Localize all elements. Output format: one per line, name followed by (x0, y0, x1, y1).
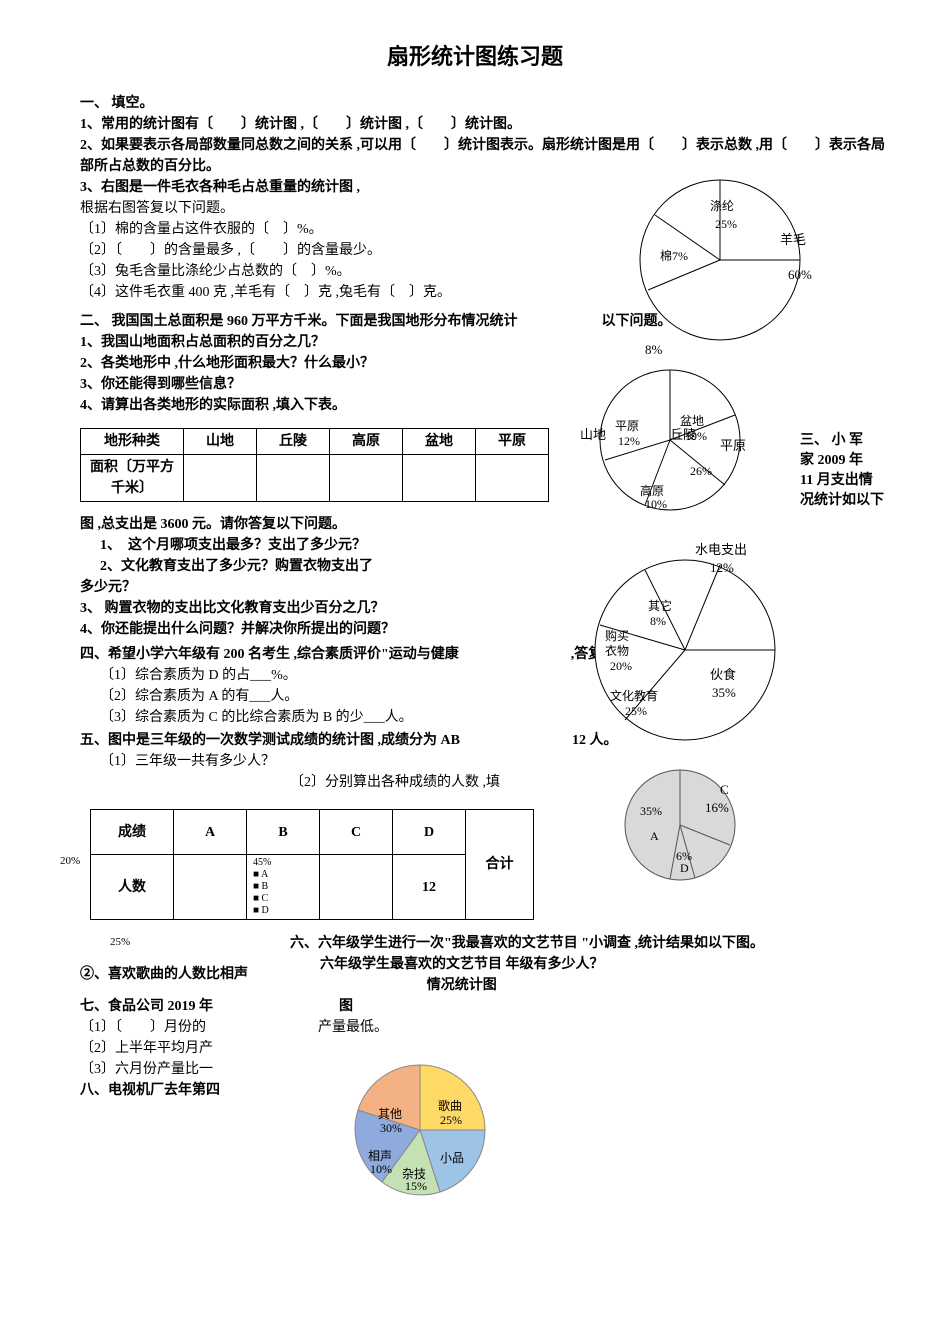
exp-qita-pct: 8% (650, 614, 666, 628)
land-gaoyuan: 高原 (640, 483, 664, 498)
score-h0: 成绩 (91, 810, 174, 855)
s7-q1: 〔1〕〔 〕月份的 产量最低。 (80, 1017, 890, 1038)
art-xiangsheng-pct: 10% (370, 1162, 392, 1176)
land-cell-2 (330, 455, 403, 502)
exp-shuidian-pct: 12% (710, 558, 734, 578)
side-20: 20% (60, 803, 90, 870)
q-C: C (720, 780, 729, 800)
legend-a: A (261, 869, 268, 880)
s6-line2: ②、喜欢歌曲的人数比相声 (80, 964, 320, 985)
art-gequ: 歌曲 (438, 1098, 462, 1113)
exp-yiwu-pct: 20% (610, 659, 632, 673)
art-xiaopin: 小品 (440, 1151, 464, 1165)
land-qiuling-out: 丘陵 (670, 425, 696, 445)
score-h5: 合计 (466, 810, 534, 920)
exp-qita: 其它 (648, 598, 672, 613)
section-6: 六、六年级学生进行一次"我最喜欢的文艺节目 "小调查 ,统计结果如以下图。 ②、… (60, 933, 890, 996)
land-th-5: 平原 (476, 429, 549, 455)
legend-45: 45% (253, 857, 313, 869)
exp-shuidian: 水电支出 (695, 540, 747, 560)
score-v1: 45% ■ A ■ B ■ C ■ D (247, 855, 320, 920)
land-th-0: 地形种类 (81, 429, 184, 455)
land-th-3: 高原 (330, 429, 403, 455)
s1-q1: 1、常用的统计图有〔 〕统计图 ,〔 〕统计图 ,〔 〕统计图。 (80, 114, 890, 135)
s7-heading: 七、食品公司 2019 年 图 (80, 996, 890, 1017)
legend-b: B (262, 881, 269, 892)
score-r2-label: 人数 (91, 855, 174, 920)
score-v3: 12 (393, 855, 466, 920)
land-pingyuan-out: 平原 (720, 436, 746, 456)
exp-huoshi: 伙食 (710, 665, 736, 685)
score-table: 成绩 A B C D 合计 人数 45% ■ A ■ B ■ C ■ D (90, 809, 534, 920)
land-cell-3 (403, 455, 476, 502)
label-dilun-pct: 25% (715, 217, 737, 231)
art-gequ-pct: 25% (440, 1113, 462, 1127)
score-h1: A (174, 810, 247, 855)
land-th-2: 丘陵 (257, 429, 330, 455)
land-shandi-out: 山地 (580, 425, 606, 445)
s3-right-1: 家 2009 年 (800, 450, 863, 471)
legend-c: C (262, 893, 269, 904)
s6-heading: 六、六年级学生进行一次"我最喜欢的文艺节目 "小调查 ,统计结果如以下图。 (290, 933, 890, 954)
label-yangmao-pct: 60% (788, 265, 812, 285)
s6-subtitle: 六年级学生最喜欢的文艺节目 年级有多少人？ (320, 954, 604, 975)
land-row2-label: 面积〔万平方千米〕 (81, 455, 184, 502)
art-qita: 其他 (378, 1107, 402, 1121)
label-dilun: 涤纶 (710, 199, 734, 213)
s3-right-3: 况统计如以下 (800, 490, 884, 511)
art-qita-pct: 30% (380, 1121, 402, 1135)
label-mian: 棉7% (660, 249, 688, 263)
exp-yiwu: 购买 (605, 628, 629, 643)
s5-q2: 〔2〕分别算出各种成绩的人数 ,填 (290, 772, 890, 793)
s3-right-0: 三、 小 军 (800, 430, 863, 451)
label-yangmao: 羊毛 (780, 230, 806, 250)
page-title: 扇形统计图练习题 (60, 40, 890, 73)
exp-yiwu2: 衣物 (605, 643, 629, 658)
art-xiangsheng: 相声 (368, 1149, 392, 1163)
s3-right-2: 11 月支出情 (800, 470, 873, 491)
land-table: 地形种类 山地 丘陵 高原 盆地 平原 面积〔万平方千米〕 (80, 428, 549, 502)
land-cell-1 (257, 455, 330, 502)
land-th-4: 盆地 (403, 429, 476, 455)
score-h2: B (247, 810, 320, 855)
legend-d: D (262, 905, 269, 916)
s6-subtitle2: 情况统计图 (320, 975, 604, 996)
art-zaji-pct: 15% (405, 1179, 427, 1193)
exp-wenhua-pct: 25% (625, 704, 647, 718)
land-gaoyuan-pct: 10% (645, 497, 667, 511)
land-cell-4 (476, 455, 549, 502)
land-th-1: 山地 (184, 429, 257, 455)
land-cell-0 (184, 455, 257, 502)
pie-expense: 其它 8% 购买 衣物 20% 文化教育 25% (570, 535, 800, 755)
land-pingyuan-pct: 12% (618, 434, 640, 448)
score-v2 (320, 855, 393, 920)
score-v0 (174, 855, 247, 920)
score-h3: C (320, 810, 393, 855)
land-pingyuan: 平原 (615, 419, 639, 433)
score-h4: D (393, 810, 466, 855)
land-qiuling-pct: 26% (690, 464, 712, 478)
exp-wenhua: 文化教育 (610, 688, 658, 703)
exp-huoshi-pct: 35% (712, 683, 736, 703)
s1-heading: 一、 填空。 (80, 93, 890, 114)
pie-art: 歌曲 25% 小品 杂技 15% 相声 10% 其他 30% (335, 1050, 505, 1220)
